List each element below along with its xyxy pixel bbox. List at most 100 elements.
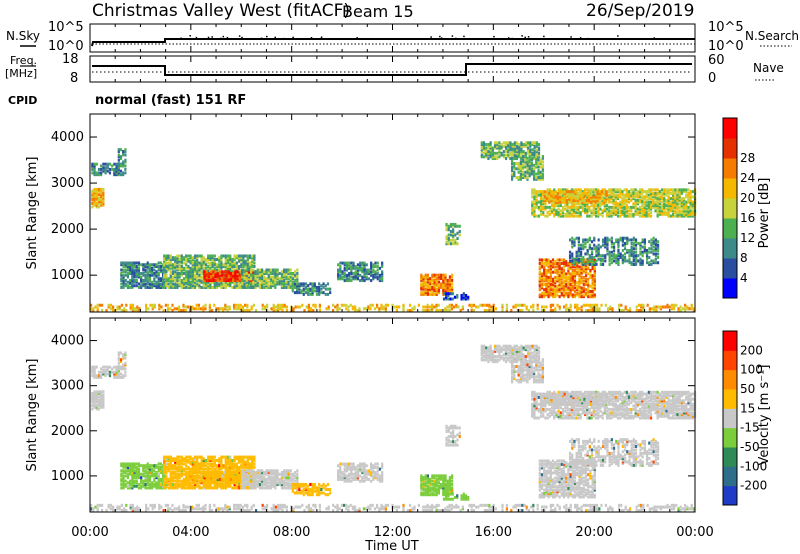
power-cell	[155, 263, 158, 267]
power-cell	[338, 307, 341, 311]
power-cell	[157, 277, 160, 281]
power-cell	[500, 153, 503, 157]
power-cell	[178, 278, 181, 282]
velocity-cell	[191, 465, 194, 469]
power-cell	[191, 305, 194, 309]
power-cell	[196, 268, 199, 272]
power-cell	[578, 282, 581, 286]
power-cell	[585, 192, 588, 196]
power-cell	[267, 268, 270, 272]
power-cell	[326, 282, 330, 286]
power-cell	[619, 190, 622, 194]
power-cell	[169, 307, 172, 311]
power-cell	[550, 204, 554, 208]
power-cell	[176, 271, 179, 275]
power-cell	[252, 268, 255, 272]
power-cell	[178, 282, 181, 286]
power-cell	[159, 285, 163, 289]
power-cell	[584, 281, 588, 285]
velocity-cell	[148, 479, 152, 483]
power-cell	[528, 174, 531, 178]
power-cell	[148, 278, 152, 282]
power-cell	[345, 265, 349, 269]
power-cell	[589, 309, 592, 312]
velocity-cell	[144, 479, 147, 483]
power-cell	[561, 207, 565, 211]
power-cell	[647, 212, 650, 216]
power-cell	[647, 188, 650, 192]
power-cell	[513, 148, 516, 152]
power-cell	[169, 261, 172, 265]
power-cell	[487, 146, 490, 150]
power-cell	[593, 282, 596, 286]
power-cell	[167, 264, 170, 268]
power-cell	[669, 188, 672, 192]
velocity-cell	[185, 486, 188, 490]
velocity-cell	[180, 471, 183, 475]
power-cell	[517, 162, 520, 166]
power-cell	[643, 190, 646, 194]
power-cell	[593, 265, 596, 269]
power-cell	[180, 257, 183, 261]
power-cell	[569, 289, 572, 293]
power-cell	[449, 292, 452, 296]
power-cell	[562, 284, 566, 288]
power-cell	[569, 309, 572, 312]
power-cell	[539, 204, 543, 208]
power-cell	[280, 271, 284, 275]
power-cell	[636, 198, 639, 202]
power-cell	[603, 205, 606, 209]
power-cell	[571, 254, 574, 258]
power-cell	[564, 188, 567, 192]
power-cell	[204, 259, 208, 263]
power-cell	[135, 270, 138, 274]
power-cell	[442, 297, 446, 301]
freq-tick-left-top: 18	[62, 52, 79, 67]
power-cell	[365, 277, 368, 281]
power-cell	[104, 169, 107, 173]
power-cell	[429, 289, 432, 293]
power-cell	[370, 273, 373, 277]
power-cell	[372, 268, 375, 272]
power-cell	[356, 266, 360, 270]
power-cell	[426, 275, 430, 279]
power-cell	[501, 303, 504, 307]
velocity-cell	[100, 392, 103, 396]
power-cell	[169, 285, 172, 289]
power-cell	[634, 247, 638, 251]
power-cell	[543, 274, 546, 278]
power-cell	[581, 205, 584, 209]
power-cell	[424, 289, 427, 293]
power-cell	[137, 268, 141, 272]
velocity-cell	[148, 469, 152, 473]
power-cell	[671, 198, 675, 202]
power-cell	[578, 293, 581, 297]
power-cell	[519, 169, 522, 173]
power-cell	[541, 163, 544, 167]
power-cell	[593, 261, 596, 265]
power-cell	[685, 211, 688, 215]
power-cell	[512, 305, 515, 309]
power-cell	[221, 277, 224, 281]
power-cell	[535, 143, 538, 147]
power-cell	[571, 286, 574, 290]
power-cell	[163, 263, 166, 267]
velocity-cell	[185, 464, 188, 468]
power-cell	[656, 245, 660, 249]
power-cell	[601, 259, 605, 263]
power-cell	[612, 254, 616, 258]
power-cell	[148, 273, 152, 277]
power-cell	[588, 207, 591, 211]
power-cell	[189, 259, 192, 263]
power-cell	[437, 280, 441, 284]
power-cell	[266, 305, 269, 309]
power-cell	[444, 275, 447, 279]
power-cell	[632, 205, 635, 209]
power-cell	[216, 279, 219, 283]
power-cell	[638, 195, 642, 199]
power-cell	[578, 268, 581, 272]
power-cell	[664, 305, 667, 309]
power-cell	[380, 305, 383, 309]
power-cell	[569, 279, 572, 283]
power-cell	[276, 280, 279, 284]
